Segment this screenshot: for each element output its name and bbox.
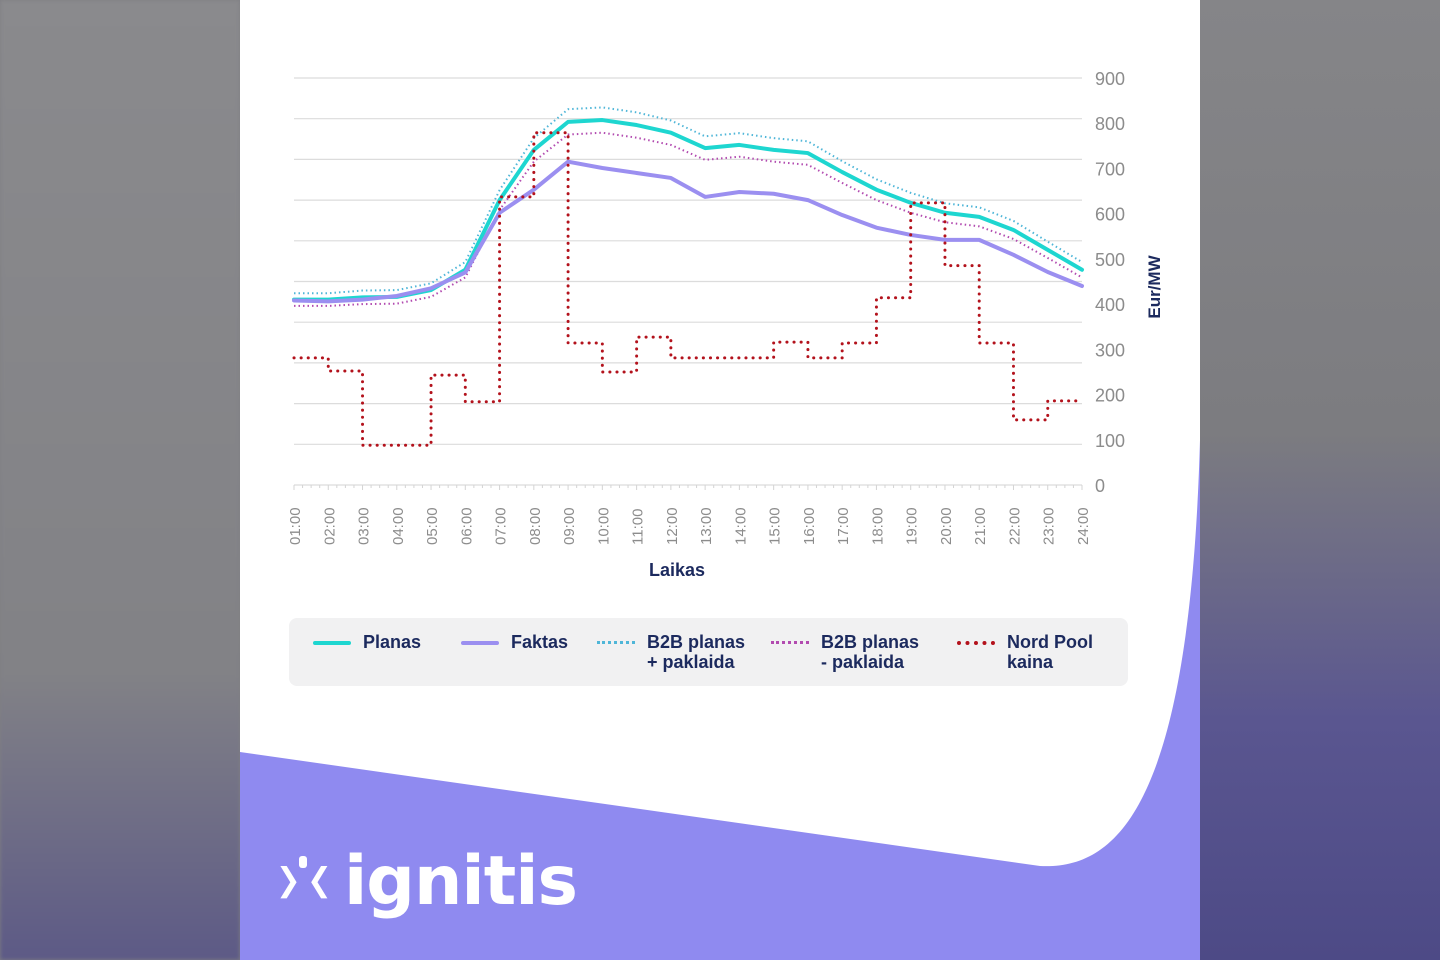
x-tick-label: 15:00 xyxy=(767,507,784,545)
ignitis-mark-icon xyxy=(280,856,328,899)
x-tick-label: 05:00 xyxy=(424,507,441,545)
y-axis-title: Eur/MW xyxy=(1145,254,1164,318)
x-tick-label: 13:00 xyxy=(698,507,715,545)
y-tick-label: 100 xyxy=(1095,431,1125,451)
legend-item-nord-pool[interactable]: Nord Pool kaina xyxy=(957,632,1093,672)
x-tick-label: 21:00 xyxy=(972,507,989,545)
x-tick-label: 10:00 xyxy=(595,507,612,545)
series-line-b2b-planas-paklaida xyxy=(294,106,1083,295)
x-tick-label: 02:00 xyxy=(321,507,338,545)
series-line-b2b-planas-paklaida xyxy=(294,131,1083,307)
legend-swatch-planas xyxy=(313,641,351,645)
series-line-faktas xyxy=(292,159,1084,304)
legend-item-planas[interactable]: Planas xyxy=(313,632,421,652)
series-line-planas xyxy=(292,118,1084,302)
y-tick-label: 500 xyxy=(1095,250,1125,270)
legend-swatch-b2b-plus xyxy=(597,641,635,644)
y-tick-label: 0 xyxy=(1095,476,1105,496)
legend-label: Planas xyxy=(363,632,422,652)
x-tick-label: 12:00 xyxy=(664,507,681,545)
x-tick-label: 03:00 xyxy=(356,507,373,545)
blurred-background-right xyxy=(1200,0,1440,960)
x-tick-label: 24:00 xyxy=(1075,507,1092,545)
y-tick-label: 400 xyxy=(1095,295,1125,315)
legend-label: Faktas xyxy=(511,632,569,652)
y-tick-label: 200 xyxy=(1095,386,1125,406)
brand-name: ignitis xyxy=(344,842,578,921)
y-tick-label: 700 xyxy=(1095,159,1125,179)
x-tick-label: 07:00 xyxy=(493,507,510,545)
x-tick-label: 23:00 xyxy=(1041,507,1058,545)
x-tick-label: 06:00 xyxy=(458,507,475,545)
x-axis-title: Laikas xyxy=(649,560,705,580)
x-tick-label: 14:00 xyxy=(732,507,749,545)
blurred-background-left xyxy=(0,0,240,960)
legend-label: B2B planas + paklaida xyxy=(647,632,746,672)
x-tick-label: 22:00 xyxy=(1006,507,1023,545)
legend-swatch-nord-pool xyxy=(957,641,995,645)
x-tick-label: 16:00 xyxy=(801,507,818,545)
legend-item-faktas[interactable]: Faktas xyxy=(461,632,568,652)
x-tick-label: 01:00 xyxy=(287,507,304,545)
x-tick-label: 08:00 xyxy=(527,507,544,545)
x-tick-label: 04:00 xyxy=(390,507,407,545)
legend-label: B2B planas - paklaida xyxy=(821,632,920,672)
x-tick-label: 09:00 xyxy=(561,507,578,545)
legend-item-b2b-minus[interactable]: B2B planas - paklaida xyxy=(771,632,919,672)
x-tick-label: 19:00 xyxy=(904,507,921,545)
legend-swatch-faktas xyxy=(461,641,499,645)
series-line-nord-pool-kaina xyxy=(292,131,1084,447)
x-tick-label: 17:00 xyxy=(835,507,852,545)
y-tick-label: 600 xyxy=(1095,205,1125,225)
legend-label: Nord Pool kaina xyxy=(1007,632,1093,672)
x-tick-label: 20:00 xyxy=(938,507,955,545)
y-tick-label: 800 xyxy=(1095,114,1125,134)
x-tick-label: 18:00 xyxy=(869,507,886,545)
y-tick-label: 300 xyxy=(1095,340,1125,360)
ignitis-logo: ignitis xyxy=(278,842,578,922)
x-tick-label: 11:00 xyxy=(630,509,647,545)
legend-swatch-b2b-minus xyxy=(771,641,809,644)
brand-purple-shape xyxy=(240,440,1200,960)
chart-legend: Planas Faktas B2B planas + paklaida B2B … xyxy=(289,618,1128,686)
legend-item-b2b-plus[interactable]: B2B planas + paklaida xyxy=(597,632,745,672)
y-tick-label: 900 xyxy=(1095,69,1125,89)
